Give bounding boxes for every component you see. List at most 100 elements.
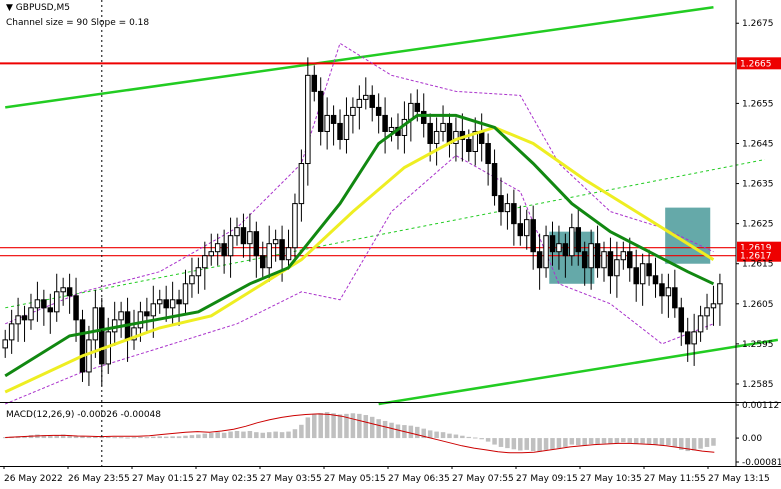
price-label-1.2675: 1.2675 xyxy=(742,19,774,29)
candle-body xyxy=(549,235,556,253)
macd-histogram-bar xyxy=(556,438,562,449)
candle-body xyxy=(672,287,678,309)
candle-body xyxy=(317,90,324,132)
macd-histogram-bar xyxy=(646,438,652,444)
candle-body xyxy=(285,247,292,261)
macd-histogram-bar xyxy=(601,438,607,444)
macd-histogram-bar xyxy=(279,432,285,439)
macd-histogram-bar xyxy=(369,416,375,439)
macd-histogram-bar xyxy=(524,438,529,450)
candle-body xyxy=(247,231,253,245)
candle-body xyxy=(337,122,343,140)
macd-histogram-bar xyxy=(569,438,575,445)
macd-label--0.00081: -0.00081 xyxy=(742,458,781,468)
candle-body xyxy=(8,323,15,341)
macd-histogram-bar xyxy=(93,436,98,439)
macd-label-0.00112: 0.00112 xyxy=(742,401,779,411)
macd-histogram-bar xyxy=(118,437,124,439)
candle-body xyxy=(601,251,607,269)
candle-body xyxy=(569,227,575,257)
macd-histogram-bar xyxy=(472,437,478,439)
macd-histogram-bar xyxy=(530,438,536,452)
macd-histogram-bar xyxy=(505,438,510,449)
time-label: 27 May 10:35 xyxy=(580,474,642,484)
macd-histogram-bar xyxy=(511,438,517,450)
macd-histogram-bar xyxy=(202,433,208,439)
macd-histogram-bar xyxy=(331,413,336,439)
candle-body xyxy=(427,122,433,144)
macd-histogram-bar xyxy=(382,420,388,439)
macd-histogram-bar xyxy=(653,438,658,445)
candle-body xyxy=(195,267,202,277)
macd-histogram-bar xyxy=(286,431,291,439)
macd-histogram-bar xyxy=(595,438,600,445)
macd-histogram-bar xyxy=(543,438,549,450)
candle-body xyxy=(414,102,421,112)
macd-histogram-bar xyxy=(608,438,613,444)
price-label-1.2585: 1.2585 xyxy=(742,380,774,390)
macd-histogram-bar xyxy=(389,422,394,439)
macd-histogram-bar xyxy=(704,438,710,447)
candle-body xyxy=(620,251,627,261)
macd-histogram-bar xyxy=(679,438,684,450)
macd-histogram-bar xyxy=(221,432,227,439)
price-label-1.2645: 1.2645 xyxy=(742,139,774,149)
candle-body xyxy=(350,106,356,116)
candle-body xyxy=(15,315,21,325)
macd-histogram-bar xyxy=(131,437,137,439)
time-label: 27 May 05:15 xyxy=(324,474,386,484)
channel-line-mid xyxy=(5,159,766,309)
macd-histogram-bar xyxy=(54,435,59,439)
price-label-1.2625: 1.2625 xyxy=(742,220,774,230)
macd-histogram-bar xyxy=(576,438,581,446)
macd-histogram-bar xyxy=(434,431,439,439)
candle-body xyxy=(588,243,594,269)
candle-body xyxy=(176,299,182,305)
price-label-1.2635: 1.2635 xyxy=(742,180,774,190)
macd-histogram-bar xyxy=(80,436,85,439)
candle-body xyxy=(433,130,440,144)
macd-histogram-bar xyxy=(215,432,220,439)
price-label-1.2619: 1.2619 xyxy=(740,244,772,254)
time-label: 27 May 03:55 xyxy=(260,474,322,484)
macd-histogram-bar xyxy=(209,433,214,439)
macd-histogram-bar xyxy=(318,412,323,439)
candle-body xyxy=(311,74,318,92)
dropdown-triangle-icon[interactable]: ▼ xyxy=(6,3,13,13)
macd-histogram-bar xyxy=(550,438,555,450)
candle-body xyxy=(234,227,240,237)
candle-body xyxy=(614,259,620,277)
candle-body xyxy=(382,114,388,132)
macd-histogram-bar xyxy=(479,438,484,440)
candle-body xyxy=(575,227,582,253)
time-label: 27 May 11:55 xyxy=(644,474,706,484)
macd-histogram-bar xyxy=(22,436,27,439)
time-label: 27 May 02:35 xyxy=(196,474,258,484)
time-label: 27 May 07:55 xyxy=(452,474,514,484)
candle-body xyxy=(420,110,427,124)
macd-label-0.00: 0.00 xyxy=(742,434,762,444)
macd-histogram-bar xyxy=(234,430,240,439)
candle-body xyxy=(240,227,247,245)
candle-body xyxy=(2,339,8,349)
candle-body xyxy=(279,239,285,261)
candle-body xyxy=(214,243,221,253)
candle-body xyxy=(182,283,189,305)
candle-body xyxy=(21,315,28,321)
macd-histogram-bar xyxy=(453,434,459,439)
candle-body xyxy=(221,243,227,257)
candle-body xyxy=(298,163,305,205)
price-label-1.2615: 1.2615 xyxy=(742,260,774,270)
macd-histogram-bar xyxy=(621,438,626,443)
macd-histogram-bar xyxy=(698,438,703,449)
macd-histogram-bar xyxy=(614,438,620,444)
candle-body xyxy=(53,291,60,313)
candle-body xyxy=(47,307,54,313)
macd-histogram-bar xyxy=(421,428,426,439)
candle-body xyxy=(79,319,86,373)
price-label-1.2605: 1.2605 xyxy=(742,300,774,310)
price-label-1.2665: 1.2665 xyxy=(740,59,772,69)
candle-body xyxy=(163,299,169,309)
candle-body xyxy=(665,287,672,297)
